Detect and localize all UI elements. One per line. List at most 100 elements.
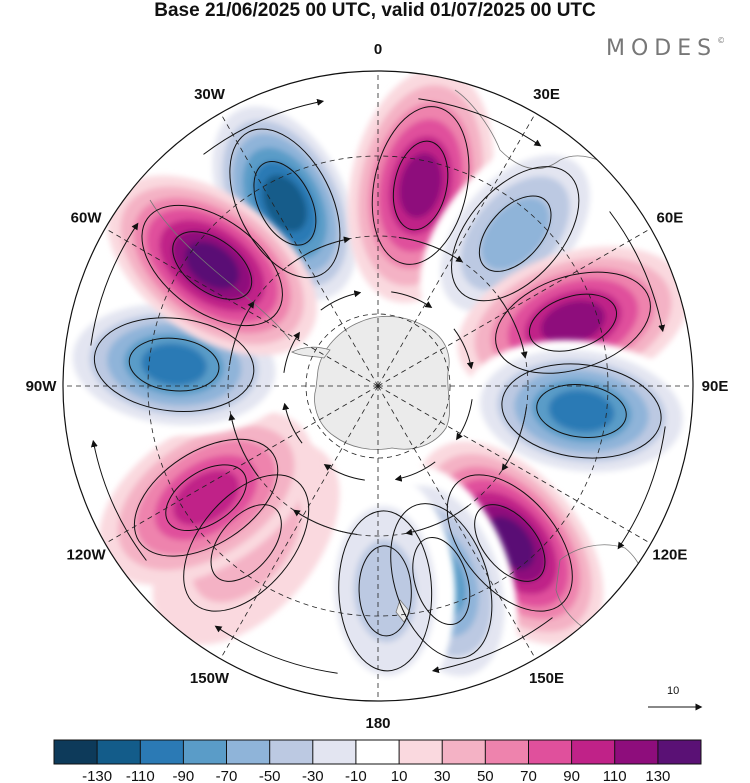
vector-reference-value: 10 <box>667 685 679 697</box>
longitude-label: 30W <box>194 86 226 103</box>
streamline-arrow <box>609 211 666 333</box>
meridian-line <box>377 385 651 544</box>
colorbar-swatch <box>485 740 529 764</box>
colorbar-tick-label: 130 <box>645 768 670 783</box>
streamline <box>229 128 341 279</box>
colorbar-tick-label: -30 <box>302 768 324 783</box>
parallel-circle <box>305 313 451 459</box>
copyright-mark: © <box>717 36 726 45</box>
streamline-arrow <box>431 617 553 674</box>
colorbar-swatch <box>183 740 227 764</box>
colorbar-tick-label: -10 <box>345 768 367 783</box>
streamline <box>371 106 470 265</box>
streamline <box>536 384 627 438</box>
longitude-labels: 0 30E 60E 90E 120E 150E 180 150W 120W 90W 60W 30W <box>26 41 729 732</box>
streamline-arrow <box>214 625 338 674</box>
colorbar-swatch <box>269 740 314 764</box>
streamline-arrow <box>456 399 473 441</box>
streamline <box>128 337 220 392</box>
colorbar-swatch <box>657 740 702 764</box>
antarctica <box>314 316 451 450</box>
streamline <box>338 510 433 672</box>
streamline <box>392 140 449 231</box>
colorbar-swatch <box>140 740 184 764</box>
longitude-label: 60E <box>657 210 684 227</box>
parallel-circle <box>147 155 609 617</box>
anomaly-contour <box>541 300 605 345</box>
longitude-label: 120W <box>67 547 107 564</box>
anomaly-high-60W <box>107 175 317 356</box>
streamline-arrow <box>453 328 474 370</box>
colorbar-tick-label: -50 <box>259 768 281 783</box>
streamline <box>495 271 651 374</box>
streamline-arrow <box>323 464 365 481</box>
map-title: Base 21/06/2025 00 UTC, valid 01/07/2025… <box>154 0 596 21</box>
colorbar-swatch <box>312 740 357 764</box>
colorbar-swatch <box>355 740 400 764</box>
colorbar-swatch <box>226 740 271 764</box>
longitude-label: 180 <box>365 715 390 732</box>
streamline <box>210 504 282 582</box>
streamline <box>183 474 310 612</box>
meridian-line <box>104 385 379 544</box>
streamline <box>446 474 573 612</box>
colorbar-tick-label: -90 <box>173 768 195 783</box>
streamline <box>478 195 552 272</box>
streamline-arrow <box>617 426 666 550</box>
colorbar-tick-label: 50 <box>477 768 494 783</box>
meridian-line <box>220 385 379 659</box>
streamline <box>528 293 618 352</box>
colorbar-tick-label: 110 <box>603 768 627 783</box>
meridian-line <box>377 385 536 659</box>
streamline <box>93 317 255 412</box>
colorbar-tick-label: -70 <box>216 768 238 783</box>
longitude-label: 60W <box>71 210 103 227</box>
colorbar-swatch <box>528 740 573 764</box>
streamline <box>172 231 253 300</box>
colorbar-swatch <box>442 740 486 764</box>
longitude-label: 120E <box>652 547 687 564</box>
meridian-line <box>220 112 379 387</box>
colorbar-swatch <box>571 740 616 764</box>
longitude-label: 150W <box>190 670 230 687</box>
graticule <box>63 71 693 701</box>
streamline <box>141 204 283 327</box>
meridian-line <box>104 228 379 387</box>
streamline-arrow <box>283 331 300 373</box>
vector-reference-key: 10 <box>648 685 703 711</box>
brand-text: MODES <box>606 36 718 61</box>
longitude-label: 30E <box>533 86 560 103</box>
colorbar-swatch <box>97 740 141 764</box>
streamline-arrow <box>320 290 362 311</box>
modes-logo: MODES© <box>606 36 725 61</box>
anomaly-contour <box>262 174 307 232</box>
wind-streamlines <box>90 98 666 674</box>
colorbar-tick-label: 70 <box>520 768 537 783</box>
colorbar-tick-label: 90 <box>563 768 580 783</box>
streamline-arrow <box>418 98 542 147</box>
longitude-label: 90W <box>26 378 58 395</box>
streamline <box>451 166 580 302</box>
streamline-arrow <box>90 439 147 561</box>
colorbar-swatch <box>614 740 659 764</box>
streamline <box>358 545 412 637</box>
anomaly-contour <box>141 343 207 386</box>
anomaly-low-180 <box>315 471 456 701</box>
map-border <box>62 70 694 702</box>
colorbar-tick-label: 30 <box>434 768 451 783</box>
longitude-label: 0 <box>374 41 382 58</box>
anomaly-contour <box>548 389 615 433</box>
streamline <box>474 504 546 582</box>
colorbar-swatch <box>54 740 98 764</box>
longitude-label: 150E <box>529 670 564 687</box>
anomaly-contour <box>172 470 240 526</box>
meridian-line <box>377 228 651 387</box>
parallel-circle <box>227 235 529 537</box>
anomaly-contour <box>399 153 443 218</box>
streamline <box>133 438 279 557</box>
colorbar-tick-label: -110 <box>126 768 155 783</box>
colorbar-frame <box>53 739 702 765</box>
streamline-arrow <box>203 98 325 155</box>
streamline-arrow <box>282 402 303 444</box>
